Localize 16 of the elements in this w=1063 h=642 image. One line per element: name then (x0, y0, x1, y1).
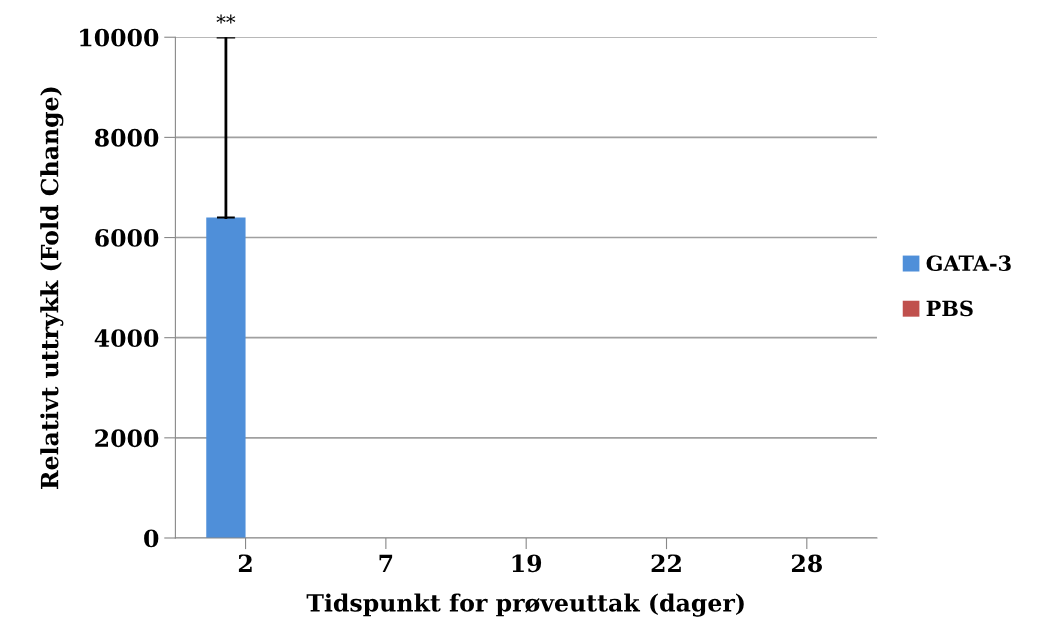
x-tick-label: 7 (379, 554, 393, 572)
y-tick-label: 4000 (94, 329, 159, 347)
text: ** (216, 14, 236, 24)
x-tick-label: 28 (791, 554, 822, 573)
y-tick-label: 8000 (94, 128, 159, 147)
y-tick-label: 6000 (95, 228, 159, 247)
x-axis-title: Tidspunkt for prøveuttak (dager) (306, 593, 744, 617)
legend-label: GATA-3 (926, 255, 1011, 272)
x-tick-label: 22 (651, 554, 681, 572)
y-tick-label: 2000 (95, 429, 159, 448)
y-tick-label: 0 (144, 529, 159, 548)
x-tick-label: 2 (238, 554, 252, 572)
y-axis-title: Relativt uttrykk (Fold Change) (40, 87, 64, 489)
y-tick-label: 10000 (80, 28, 159, 47)
x-tick-label: 19 (512, 554, 542, 573)
legend-label: PBS (926, 300, 973, 317)
